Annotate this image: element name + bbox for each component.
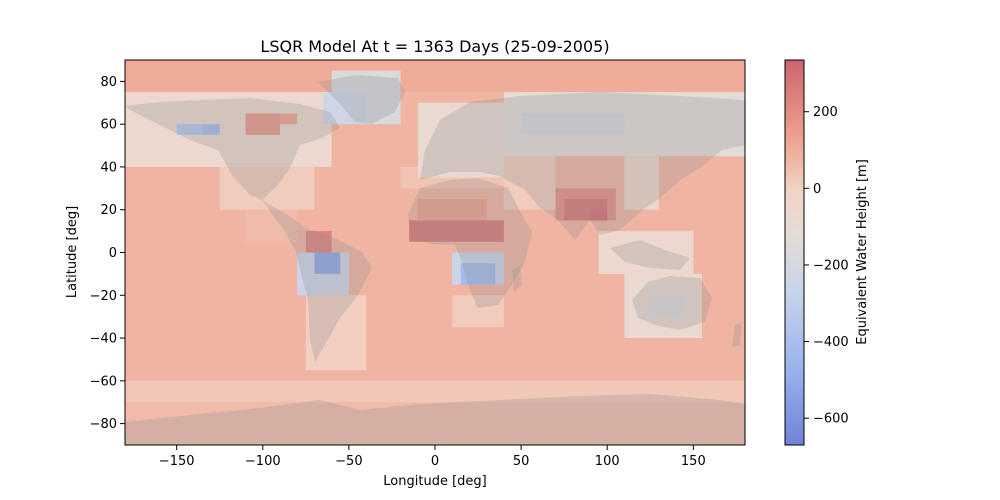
heatmap-cells [125,60,745,445]
heatmap-cell [280,113,298,125]
colorbar-tick-label: 0 [813,182,821,197]
y-tick-label: −80 [90,417,117,432]
heatmap-cell [323,92,367,125]
x-tick-label: −150 [159,454,195,469]
heatmap-cell [460,263,496,285]
heatmap-cell [503,156,556,210]
y-tick-label: −40 [90,332,117,347]
y-tick-label: −20 [90,289,117,304]
x-tick-label: 0 [431,454,439,469]
y-tick-label: 80 [100,75,117,90]
chart-title: LSQR Model At t = 1363 Days (25-09-2005) [260,37,609,56]
heatmap-cell [598,231,694,274]
heatmap-cell [219,166,315,210]
y-axis-label: Latitude [deg] [65,206,80,298]
heatmap-cell [417,199,487,221]
heatmap-cell [245,113,280,135]
heatmap-cell [452,295,504,328]
heatmap-cell [245,209,298,242]
x-axis-label: Longitude [deg] [383,474,486,489]
y-tick-label: 60 [100,118,117,133]
colorbar-tick-label: 200 [813,105,838,120]
heatmap-cell [176,124,203,135]
heatmap-cell [314,252,341,274]
colorbar [784,59,805,446]
colorbar-tick-label: −400 [813,335,849,350]
x-axis-ticks: −150 −100 −50 0 50 100 150 [159,445,706,469]
y-tick-label: −60 [90,374,117,389]
y-tick-label: 20 [100,203,117,218]
y-tick-label: 0 [109,246,117,261]
heatmap-cell [125,380,745,403]
heatmap-cell [305,295,367,371]
y-tick-label: 40 [100,160,117,175]
x-tick-label: 150 [681,454,706,469]
colorbar-tick-label: −200 [813,258,849,273]
land-overlay [125,75,745,445]
heatmap-cell [417,102,504,178]
x-tick-label: −50 [335,454,362,469]
colorbar-label: Equivalent Water Height [m] [855,159,870,345]
plot-area [125,60,745,445]
x-tick-label: 100 [595,454,620,469]
heatmap-cell [125,402,745,445]
heatmap-cell [409,220,504,242]
heatmap-cell [590,209,608,221]
y-axis-ticks: −80 −60 −40 −20 0 20 40 60 80 [90,75,125,432]
heatmap-cell [650,295,685,317]
heatmap-cell [305,231,332,253]
colorbar-tick-label: −600 [813,412,849,427]
heatmap-cell [125,60,745,93]
x-tick-label: 50 [513,454,530,469]
colorbar-ticks: 200 0 −200 −400 −600 [804,105,849,427]
heatmap-cell [125,92,332,167]
heatmap-cell [521,113,625,135]
x-tick-label: −100 [245,454,281,469]
heatmap-cell [624,156,659,210]
